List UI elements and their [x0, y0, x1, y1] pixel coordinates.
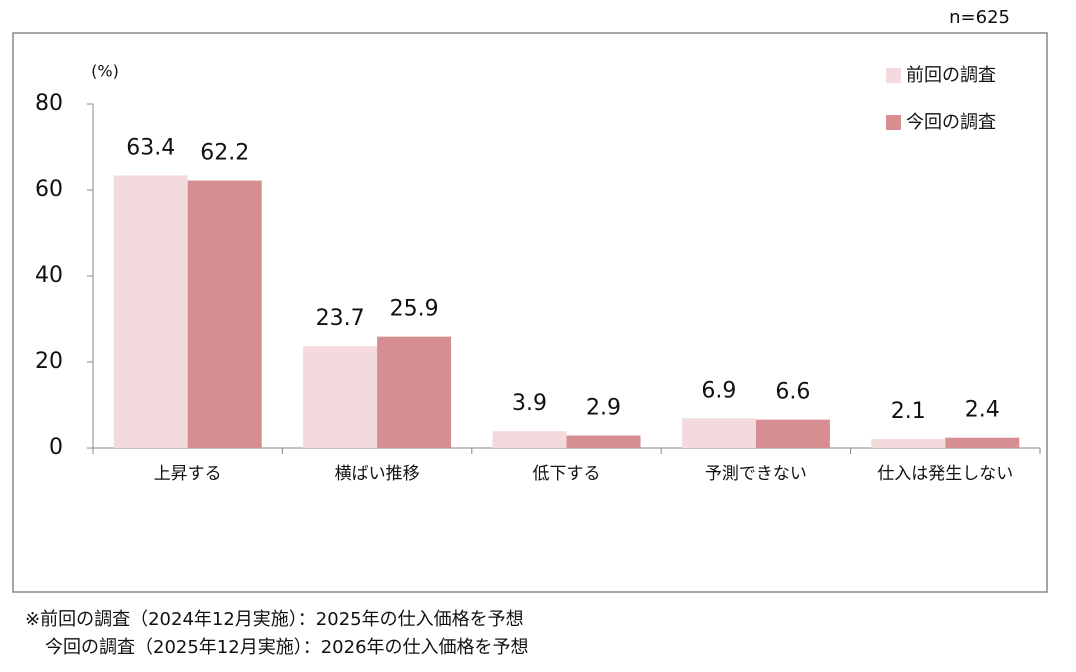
value-label: 6.9	[701, 378, 736, 403]
bar	[871, 438, 946, 448]
x-tick-label: 上昇する	[154, 464, 222, 484]
legend-label: 前回の調査	[906, 65, 996, 86]
legend-swatch	[886, 115, 901, 130]
bar	[755, 419, 830, 448]
value-label: 6.6	[775, 380, 810, 405]
x-tick-label: 横ばい推移	[335, 464, 420, 484]
value-label: 2.4	[965, 398, 1000, 423]
legend-label: 今回の調査	[906, 112, 996, 133]
x-tick-label: 予測できない	[705, 464, 807, 484]
legend-swatch	[886, 68, 901, 83]
chart-frame	[12, 32, 1048, 593]
x-tick-label: 低下する	[533, 464, 601, 484]
value-label: 25.9	[390, 297, 439, 322]
bar	[492, 431, 567, 448]
y-unit: (%)	[91, 62, 119, 81]
x-tick-label: 仕入は発生しない	[877, 464, 1013, 484]
value-label: 3.9	[512, 391, 547, 416]
bar	[681, 418, 756, 448]
bar	[566, 435, 641, 448]
value-label: 2.9	[586, 396, 621, 421]
y-tick-label: 20	[35, 349, 63, 374]
y-tick-label: 60	[35, 177, 63, 202]
value-label: 62.2	[200, 141, 249, 166]
y-tick-label: 40	[35, 263, 63, 288]
sample-size: n=625	[949, 7, 1010, 28]
footnote: 今回の調査（2025年12月実施）：2026年の仕入価格を予想	[45, 637, 529, 658]
footnote: ※前回の調査（2024年12月実施）：2025年の仕入価格を予想	[25, 609, 524, 630]
bar	[945, 437, 1020, 448]
bar	[187, 180, 262, 449]
value-label: 63.4	[126, 135, 175, 160]
bar	[303, 346, 378, 448]
y-tick-label: 80	[35, 91, 63, 116]
y-tick-label: 0	[49, 435, 63, 460]
value-label: 23.7	[316, 306, 365, 331]
bar	[377, 336, 452, 448]
value-label: 2.1	[891, 399, 926, 424]
bar	[113, 175, 188, 448]
